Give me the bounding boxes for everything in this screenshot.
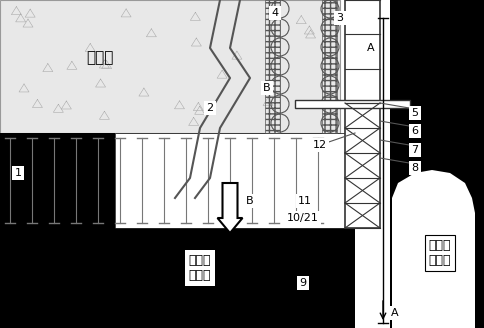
Text: 11: 11	[297, 196, 311, 206]
Bar	[115, 228, 354, 328]
Bar	[321, 0, 336, 133]
Text: B: B	[246, 196, 253, 206]
Text: 采空区: 采空区	[86, 51, 113, 66]
Text: 7: 7	[410, 145, 418, 155]
Polygon shape	[391, 228, 474, 328]
Bar	[0, 0, 339, 133]
Polygon shape	[115, 133, 354, 228]
Text: 5: 5	[410, 108, 418, 118]
Polygon shape	[0, 133, 354, 328]
Text: 4: 4	[271, 8, 278, 18]
Bar	[344, 103, 379, 228]
Text: 8: 8	[410, 163, 418, 173]
Text: 下区段
工作面: 下区段 工作面	[428, 239, 450, 267]
Text: B: B	[263, 83, 270, 93]
Text: 上区段
工作面: 上区段 工作面	[188, 254, 211, 282]
Text: A: A	[391, 308, 398, 318]
Polygon shape	[391, 170, 474, 318]
Text: 6: 6	[410, 126, 418, 136]
Polygon shape	[389, 0, 484, 328]
Text: A: A	[366, 43, 374, 53]
Bar	[294, 100, 409, 108]
Text: 上区段
工作面: 上区段 工作面	[188, 254, 211, 282]
Text: 10/21: 10/21	[287, 213, 318, 223]
Text: 9: 9	[299, 278, 306, 288]
Bar	[264, 0, 279, 133]
Text: 12: 12	[312, 140, 326, 150]
Bar	[344, 0, 379, 103]
Text: 2: 2	[206, 103, 213, 113]
Text: 3: 3	[336, 13, 343, 23]
FancyArrow shape	[217, 183, 242, 233]
Text: 1: 1	[15, 168, 21, 178]
Bar	[0, 133, 115, 328]
